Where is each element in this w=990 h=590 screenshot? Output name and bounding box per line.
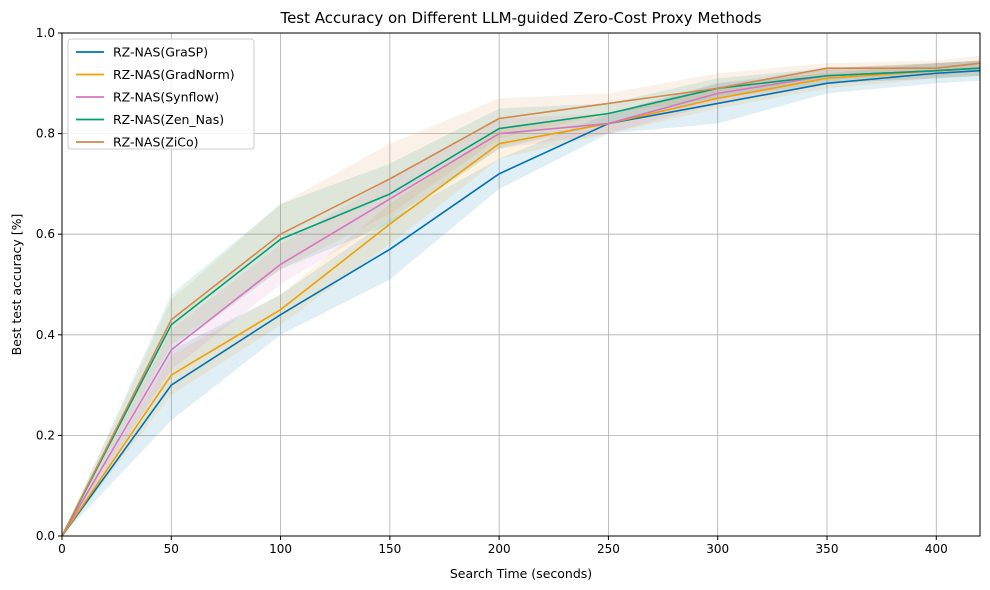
legend-frame bbox=[67, 38, 255, 150]
x-tick-label: 250 bbox=[597, 542, 620, 556]
x-tick-label: 400 bbox=[925, 542, 948, 556]
chart-title: Test Accuracy on Different LLM-guided Ze… bbox=[279, 9, 761, 27]
series-lines bbox=[61, 62, 981, 537]
legend: RZ-NAS(GraSP) RZ-NAS(GradNorm) RZ-NAS(Synf… bbox=[67, 38, 255, 150]
x-tick-label: 300 bbox=[706, 542, 729, 556]
y-tick-label: 0.0 bbox=[36, 529, 55, 543]
x-tick-label: 0 bbox=[58, 542, 66, 556]
y-tick-label: 0.2 bbox=[36, 428, 55, 442]
series-line-1 bbox=[61, 67, 981, 537]
legend-label: RZ-NAS(GraSP) bbox=[113, 45, 208, 60]
y-axis-label: Best test accuracy [%] bbox=[9, 214, 24, 356]
x-tick-label: 150 bbox=[378, 542, 401, 556]
series-line-4 bbox=[61, 62, 981, 537]
confidence-bands bbox=[62, 55, 980, 536]
y-tick-label: 0.6 bbox=[36, 227, 55, 241]
axis-ticks: 0 50 100 150 200 250 300 350 400 0.0 0.2 0.4 0.6 0.8 1… bbox=[36, 26, 948, 556]
confidence-band-0 bbox=[62, 60, 980, 536]
legend-label: RZ-NAS(GradNorm) bbox=[113, 67, 235, 82]
y-tick-label: 0.8 bbox=[36, 127, 55, 141]
legend-label: RZ-NAS(Synflow) bbox=[113, 90, 219, 105]
plot-frame bbox=[61, 32, 981, 537]
y-tick-label: 0.4 bbox=[36, 328, 55, 342]
x-tick-label: 200 bbox=[488, 542, 511, 556]
x-tick-label: 100 bbox=[269, 542, 292, 556]
series-line-0 bbox=[61, 69, 981, 537]
y-tick-label: 1.0 bbox=[36, 26, 55, 40]
confidence-band-2 bbox=[62, 60, 980, 536]
legend-label: RZ-NAS(ZiCo) bbox=[113, 135, 199, 150]
x-tick-label: 350 bbox=[816, 542, 839, 556]
legend-label: RZ-NAS(Zen_Nas) bbox=[113, 112, 224, 127]
x-tick-label: 50 bbox=[164, 542, 179, 556]
x-axis-label: Search Time (seconds) bbox=[450, 566, 592, 581]
series-line-3 bbox=[61, 67, 981, 537]
